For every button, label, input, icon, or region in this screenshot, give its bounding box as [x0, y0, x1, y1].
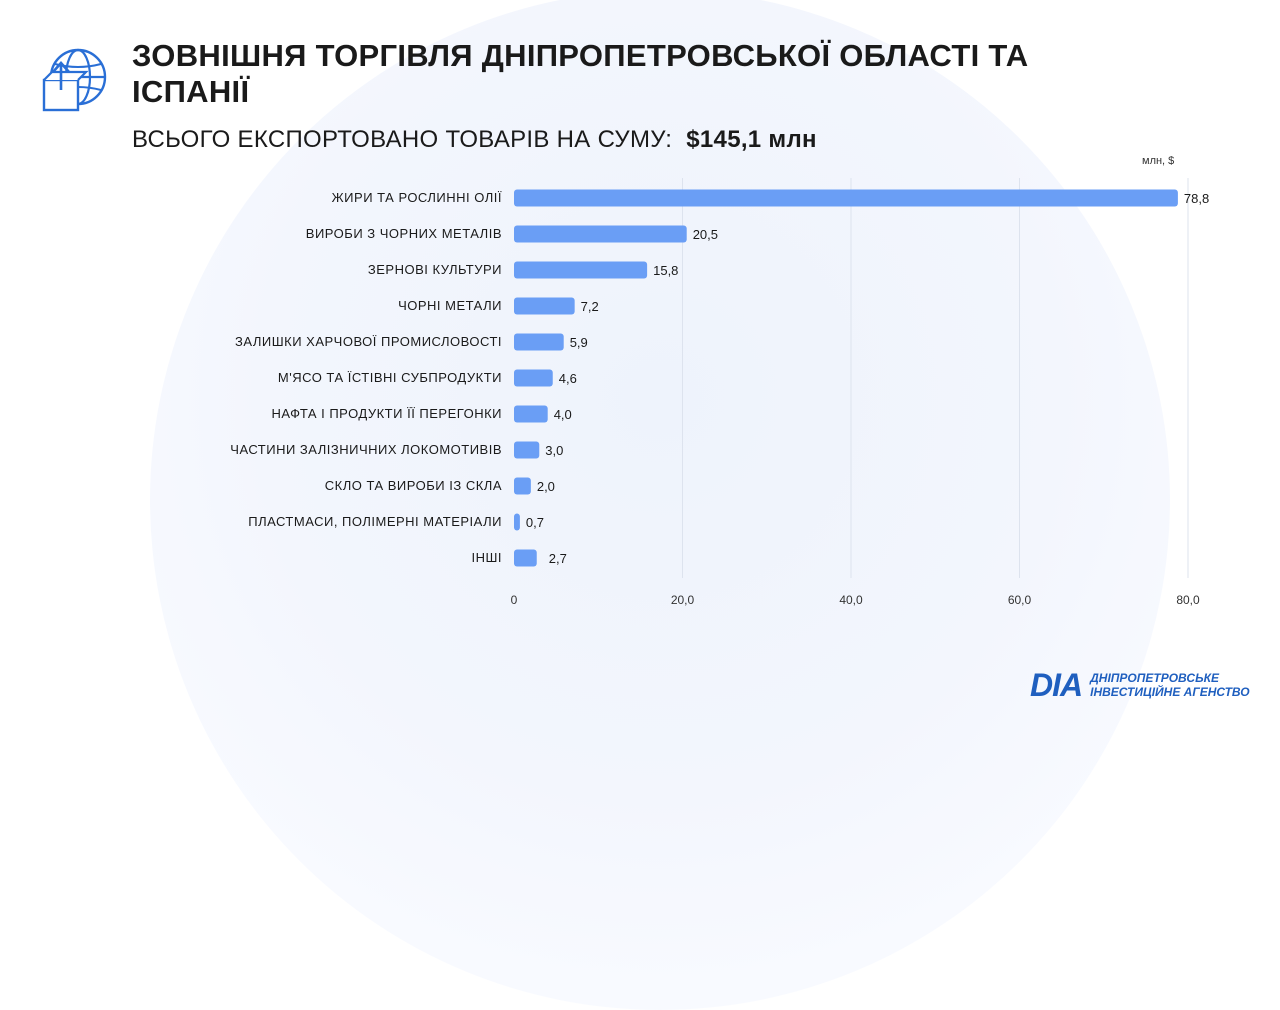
- dia-logo-text: ДНІПРОПЕТРОВСЬКЕ ІНВЕСТИЦІЙНЕ АГЕНСТВО: [1090, 671, 1250, 699]
- data-label: 2,0: [537, 479, 555, 494]
- x-tick-label: 40,0: [839, 593, 863, 607]
- globe-export-icon: [42, 48, 107, 112]
- data-label: 4,6: [559, 371, 577, 386]
- category-label: ЧОРНІ МЕТАЛИ: [398, 298, 502, 313]
- bar: [514, 225, 687, 243]
- unit-label: млн, $: [1142, 155, 1175, 167]
- bar: [514, 405, 548, 423]
- data-label: 15,8: [653, 263, 678, 278]
- bar: [514, 513, 520, 531]
- data-label: 3,0: [545, 443, 563, 458]
- category-label: НАФТА І ПРОДУКТИ ЇЇ ПЕРЕГОНКИ: [272, 406, 502, 421]
- category-label: ІНШІ: [471, 550, 502, 565]
- x-tick-label: 60,0: [1008, 593, 1032, 607]
- category-label: ВИРОБИ З ЧОРНИХ МЕТАЛІВ: [306, 226, 502, 241]
- export-total-amount: $145,1 млн: [686, 126, 817, 153]
- dia-logo-line2: ІНВЕСТИЦІЙНЕ АГЕНСТВО: [1090, 685, 1250, 699]
- category-label: ПЛАСТМАСИ, ПОЛІМЕРНІ МАТЕРІАЛИ: [248, 514, 502, 529]
- bar-chart: 0 20,0 40,0 60,0 80,0 ЖИРИ ТА РОСЛИННІ ОЛІЇ 78…: [230, 178, 1209, 607]
- data-label: 78,8: [1184, 191, 1209, 206]
- x-tick-label: 0: [511, 593, 518, 607]
- export-total: ВСЬОГО ЕКСПОРТОВАНО ТОВАРІВ НА СУМУ: $145…: [132, 126, 817, 154]
- dia-logo-mark: DIA: [1030, 667, 1083, 703]
- page-title: ЗОВНІШНЯ ТОРГІВЛЯ ДНІПРОПЕТРОВСЬКОЇ ОБЛА…: [132, 38, 1029, 109]
- data-label: 5,9: [570, 335, 588, 350]
- bar: [514, 477, 531, 495]
- category-label: ЗЕРНОВІ КУЛЬТУРИ: [368, 262, 502, 277]
- data-label: 20,5: [693, 227, 718, 242]
- data-label: 2,7: [549, 551, 567, 566]
- category-label: ЖИРИ ТА РОСЛИННІ ОЛІЇ: [332, 190, 502, 205]
- dia-logo-line1: ДНІПРОПЕТРОВСЬКЕ: [1090, 671, 1219, 685]
- category-label: СКЛО ТА ВИРОБИ ІЗ СКЛА: [325, 478, 502, 493]
- data-label: 7,2: [581, 299, 599, 314]
- bar: [514, 261, 648, 279]
- x-tick-label: 20,0: [671, 593, 695, 607]
- bar: [514, 441, 540, 459]
- bar: [514, 189, 1178, 207]
- x-tick-label: 80,0: [1176, 593, 1200, 607]
- bar: [514, 549, 537, 567]
- category-label: ЧАСТИНИ ЗАЛІЗНИЧНИХ ЛОКОМОТИВІВ: [230, 442, 502, 457]
- data-label: 4,0: [554, 407, 572, 422]
- bar: [514, 369, 553, 387]
- bar: [514, 297, 575, 315]
- data-label: 0,7: [526, 515, 544, 530]
- dia-logo: DIA ДНІПРОПЕТРОВСЬКЕ ІНВЕСТИЦІЙНЕ АГЕНСТ…: [1030, 668, 1250, 702]
- bar: [514, 333, 564, 351]
- export-total-label: ВСЬОГО ЕКСПОРТОВАНО ТОВАРІВ НА СУМУ:: [132, 126, 673, 153]
- category-label: ЗАЛИШКИ ХАРЧОВОЇ ПРОМИСЛОВОСТІ: [235, 334, 502, 349]
- category-label: М'ЯСО ТА ЇСТІВНІ СУБПРОДУКТИ: [278, 370, 502, 385]
